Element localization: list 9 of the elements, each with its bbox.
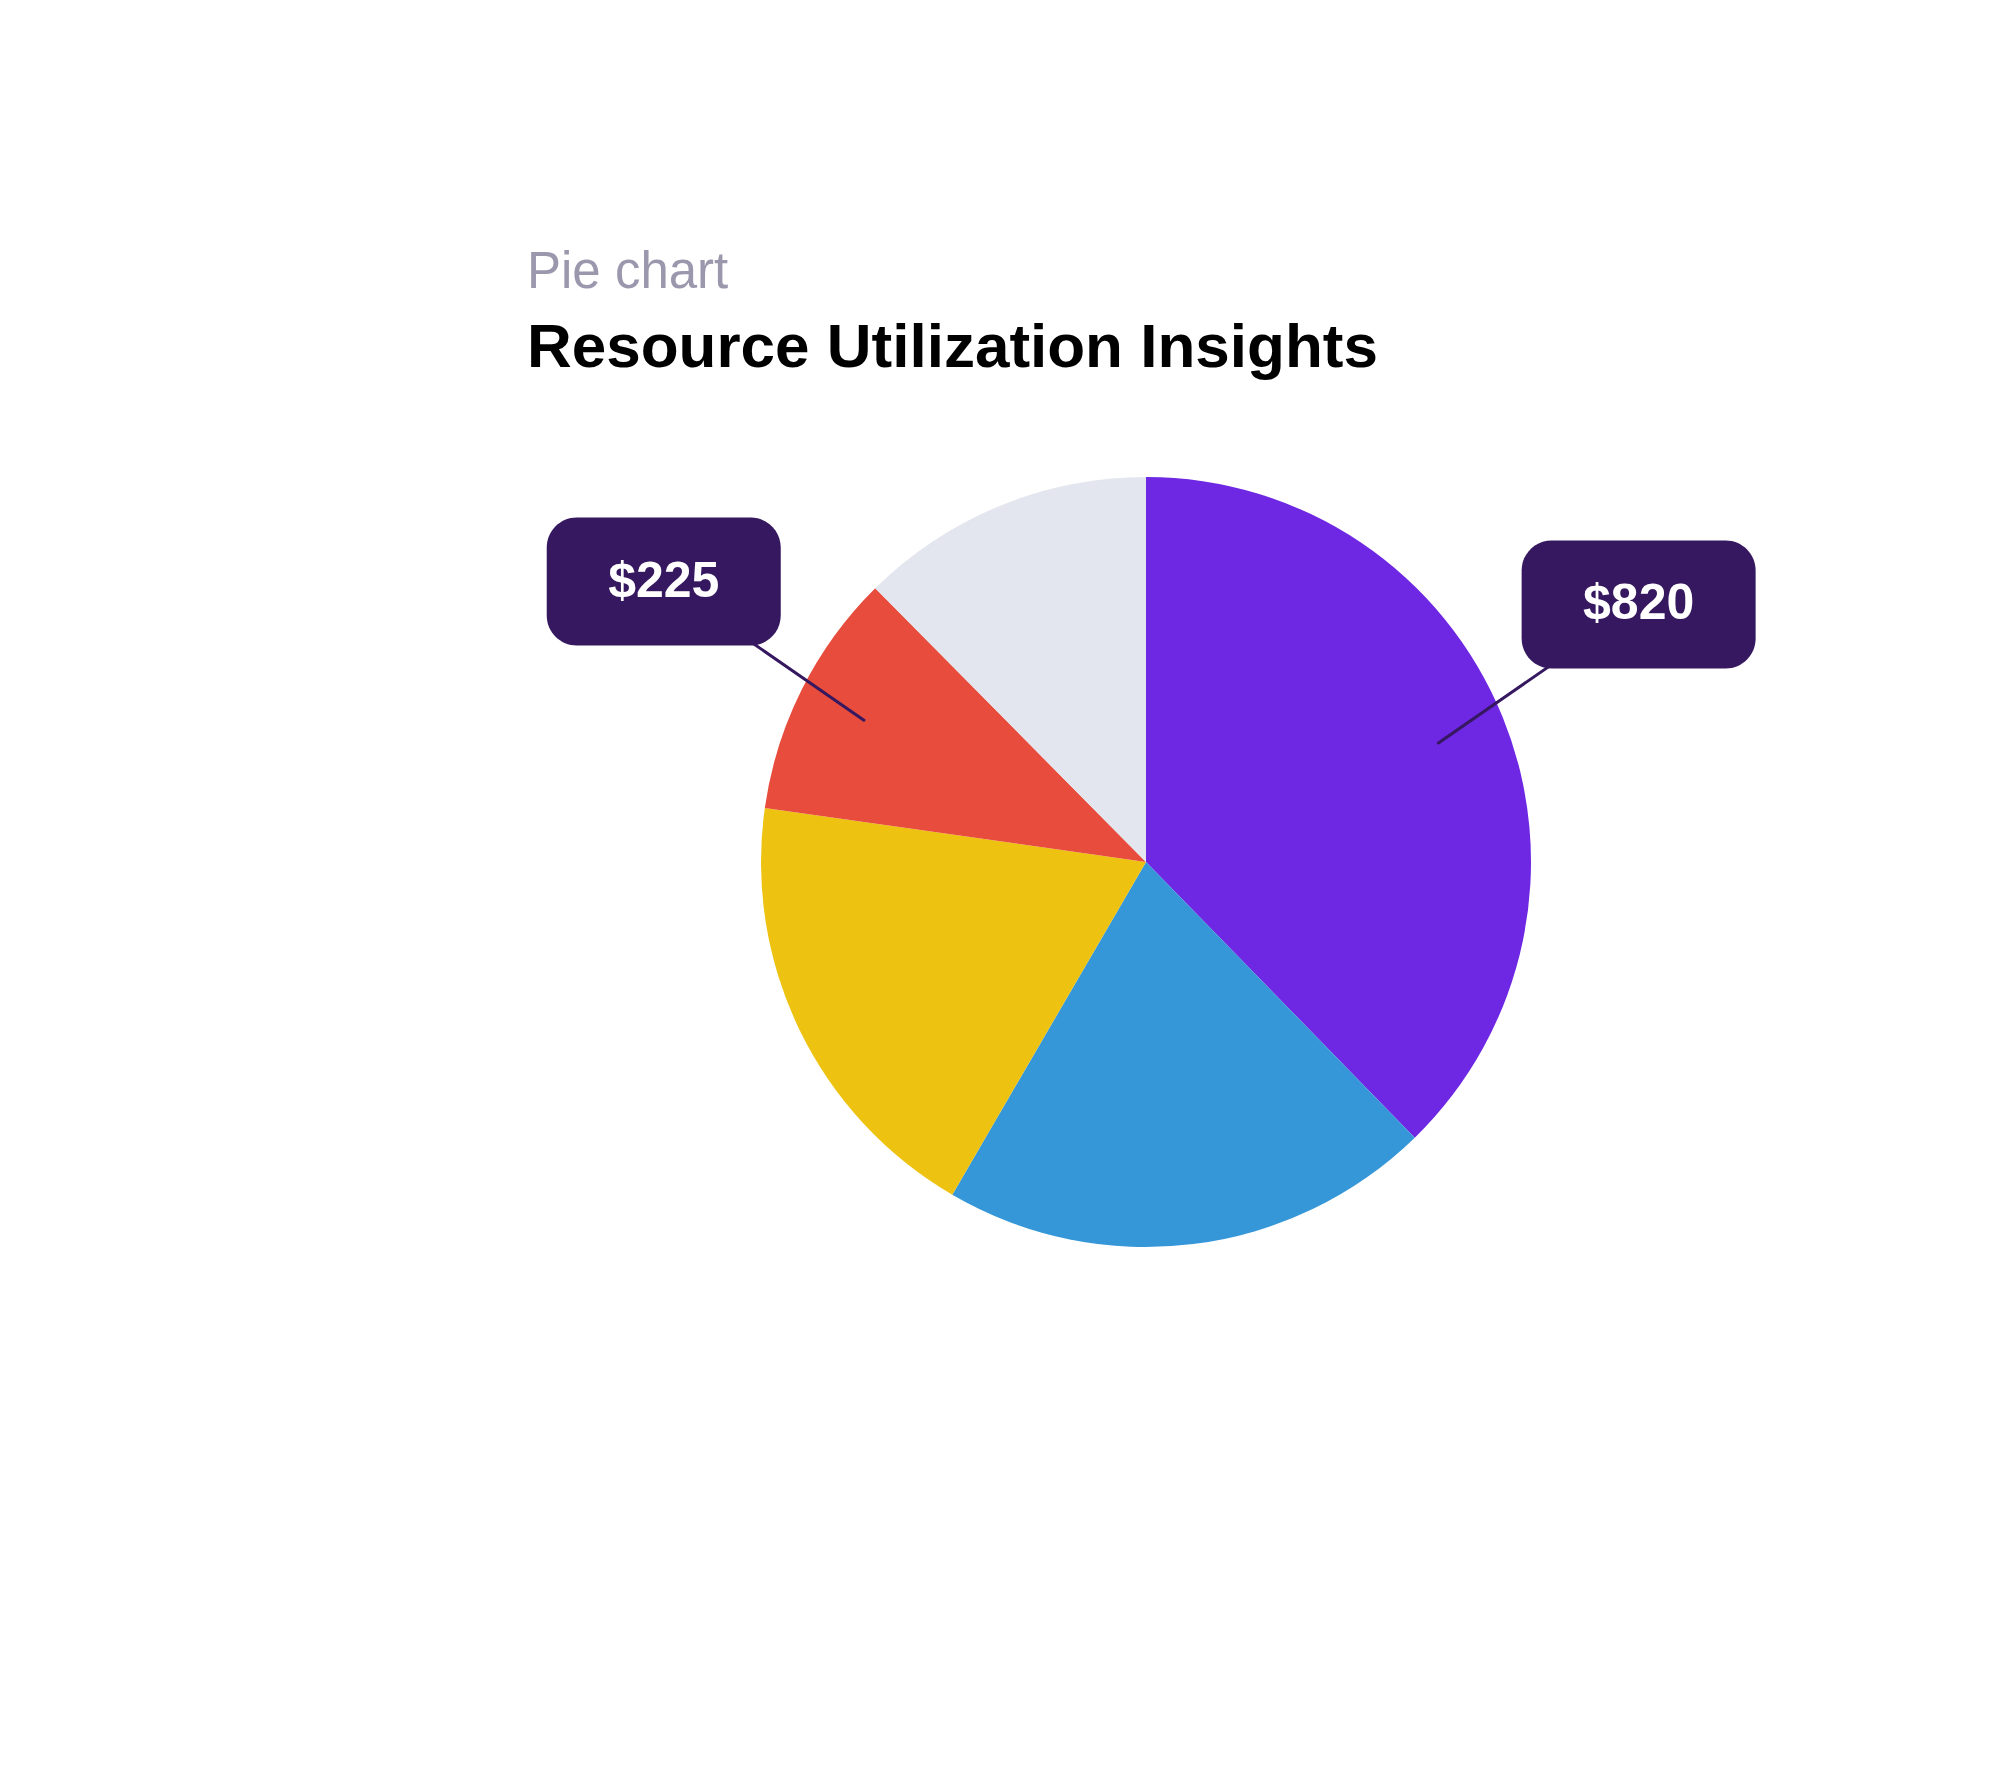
pie-slice <box>761 807 1146 1195</box>
data-label: $820 <box>1583 574 1695 631</box>
data-label: $225 <box>608 551 720 608</box>
chart-title: Resource Utilization Insights <box>527 311 1378 380</box>
pie-slice <box>875 477 1146 862</box>
chart-subtitle: Pie chart <box>527 242 729 299</box>
pie-slice <box>1146 477 1531 1138</box>
pie-slice <box>952 862 1415 1247</box>
pie-slice <box>764 588 1146 862</box>
